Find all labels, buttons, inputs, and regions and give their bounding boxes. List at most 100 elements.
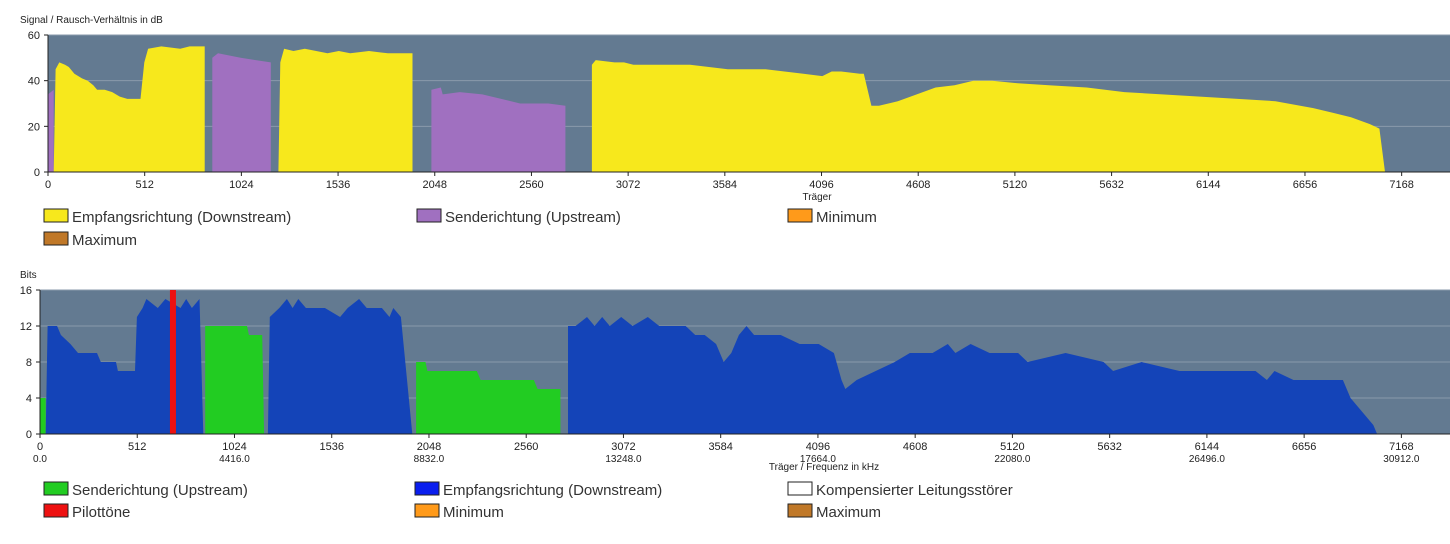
- pilot-tone-bar-0: [169, 290, 176, 434]
- series-0-segment-1: [205, 326, 265, 434]
- series-1-segment-1: [267, 299, 413, 434]
- legend-swatch: [787, 503, 813, 518]
- legend-swatch: [414, 503, 440, 518]
- series-0-segment-0: [40, 398, 46, 434]
- legend-label: Minimum: [816, 209, 877, 226]
- bits-x-axis-title: Träger / Frequenz in kHz: [769, 462, 879, 473]
- legend-item: Kompensierter Leitungsstörer: [787, 481, 1013, 499]
- x-tick-label: 3072: [611, 441, 635, 453]
- x-frequency-tick-label: 22080.0: [994, 454, 1031, 465]
- legend-item: Maximum: [787, 503, 881, 521]
- legend-swatch: [43, 208, 69, 223]
- y-tick-label: 40: [28, 76, 40, 88]
- legend-swatch: [43, 503, 69, 518]
- x-tick-label: 5632: [1097, 441, 1121, 453]
- x-frequency-tick-label: 17664.0: [800, 454, 837, 465]
- x-frequency-tick-label: 13248.0: [605, 454, 642, 465]
- legend-item: Minimum: [414, 503, 504, 521]
- legend-label: Empfangsrichtung (Downstream): [443, 482, 662, 499]
- series-1-segment-1: [278, 48, 413, 173]
- bits-y-axis-title: Bits: [20, 270, 37, 281]
- snr-x-axis-title: Träger: [802, 192, 832, 203]
- snr-series: [48, 46, 1385, 173]
- y-tick-label: 16: [20, 285, 32, 297]
- x-tick-label: 6656: [1293, 179, 1317, 191]
- bits-chart: Bits Träger / Frequenz in kHz 0 4 8 12 16 0 51…: [20, 270, 1450, 521]
- x-tick-label: 2048: [423, 179, 447, 191]
- x-tick-label: 3584: [713, 179, 737, 191]
- bits-series: [40, 299, 1378, 434]
- legend-label: Pilottöne: [72, 504, 130, 521]
- x-tick-label: 7168: [1389, 179, 1413, 191]
- legend-item: Empfangsrichtung (Downstream): [414, 481, 662, 499]
- x-tick-label: 3072: [616, 179, 640, 191]
- bits-axes: 0 4 8 12 16 0 512 1024 1536 2048 2560 3072 3584 4096 4…: [20, 285, 1450, 465]
- x-tick-label: 512: [128, 441, 146, 453]
- legend-swatch: [787, 481, 813, 496]
- x-tick-label: 4608: [906, 179, 930, 191]
- y-tick-label: 8: [26, 357, 32, 369]
- x-frequency-tick-label: 26496.0: [1189, 454, 1226, 465]
- legend-item: Senderichtung (Upstream): [43, 481, 248, 499]
- x-tick-label: 5120: [1000, 441, 1024, 453]
- series-1-segment-0: [45, 299, 204, 434]
- legend-label: Kompensierter Leitungsstörer: [816, 482, 1013, 499]
- x-tick-label: 0: [45, 179, 51, 191]
- legend-swatch: [414, 481, 440, 496]
- x-frequency-tick-label: 0.0: [33, 454, 47, 465]
- legend-label: Senderichtung (Upstream): [72, 482, 248, 499]
- x-tick-label: 5632: [1099, 179, 1123, 191]
- legend-swatch: [43, 231, 69, 246]
- x-tick-label: 0: [37, 441, 43, 453]
- x-tick-label: 6656: [1292, 441, 1316, 453]
- pilot-tones: [169, 290, 176, 434]
- x-tick-label: 7168: [1389, 441, 1413, 453]
- series-0-segment-0: [48, 89, 54, 172]
- x-tick-label: 6144: [1195, 441, 1219, 453]
- legend-item: Senderichtung (Upstream): [416, 208, 621, 226]
- legend-label: Maximum: [816, 504, 881, 521]
- x-tick-label: 1024: [222, 441, 246, 453]
- x-tick-label: 6144: [1196, 179, 1220, 191]
- x-frequency-tick-label: 8832.0: [414, 454, 445, 465]
- x-tick-label: 5120: [1003, 179, 1027, 191]
- legend-item: Empfangsrichtung (Downstream): [43, 208, 291, 226]
- snr-legend: Empfangsrichtung (Downstream) Senderichtu…: [43, 208, 877, 249]
- x-tick-label: 2560: [514, 441, 538, 453]
- x-tick-label: 512: [136, 179, 154, 191]
- x-tick-label: 4096: [809, 179, 833, 191]
- series-1-segment-2: [568, 317, 1378, 434]
- y-tick-label: 0: [26, 429, 32, 441]
- x-tick-label: 4608: [903, 441, 927, 453]
- legend-item: Minimum: [787, 208, 877, 226]
- y-tick-label: 60: [28, 30, 40, 42]
- legend-swatch: [787, 208, 813, 223]
- y-tick-label: 12: [20, 321, 32, 333]
- x-tick-label: 1536: [326, 179, 350, 191]
- x-frequency-tick-label: 4416.0: [219, 454, 250, 465]
- legend-swatch: [43, 481, 69, 496]
- series-0-segment-1: [212, 53, 271, 172]
- x-tick-label: 2048: [417, 441, 441, 453]
- y-tick-label: 0: [34, 167, 40, 179]
- series-1-segment-0: [53, 46, 205, 172]
- legend-label: Empfangsrichtung (Downstream): [72, 209, 291, 226]
- x-tick-label: 1024: [229, 179, 253, 191]
- x-tick-label: 2560: [519, 179, 543, 191]
- x-frequency-tick-label: 30912.0: [1383, 454, 1420, 465]
- series-1-segment-2: [591, 60, 1385, 172]
- x-tick-label: 3584: [708, 441, 732, 453]
- x-tick-label: 1536: [319, 441, 343, 453]
- legend-swatch: [416, 208, 442, 223]
- legend-label: Senderichtung (Upstream): [445, 209, 621, 226]
- y-tick-label: 20: [28, 121, 40, 133]
- legend-item: Maximum: [43, 231, 137, 249]
- legend-label: Maximum: [72, 232, 137, 249]
- snr-y-axis-title: Signal / Rausch-Verhältnis in dB: [20, 15, 163, 26]
- series-0-segment-2: [416, 362, 561, 434]
- series-0-segment-2: [431, 87, 566, 172]
- y-tick-label: 4: [26, 393, 32, 405]
- snr-axes: 0 20 40 60 0 512 1024 1536 2048 2560 3072 3584 4096 4…: [28, 30, 1450, 191]
- legend-label: Minimum: [443, 504, 504, 521]
- legend-item: Pilottöne: [43, 503, 130, 521]
